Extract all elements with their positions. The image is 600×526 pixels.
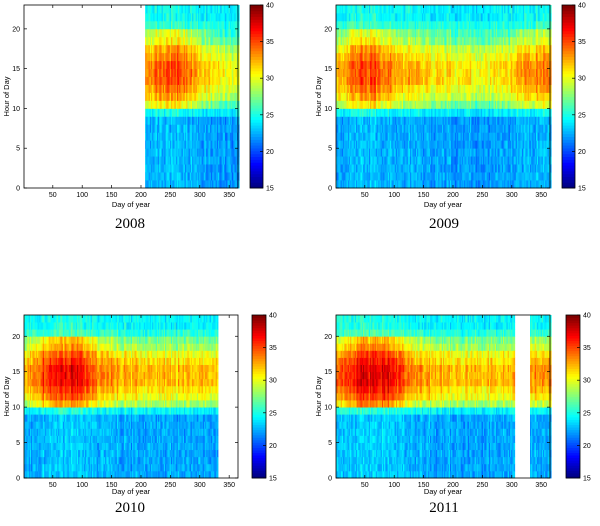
colorbar-segment: [250, 42, 263, 45]
colorbar-segment: [250, 82, 263, 85]
x-axis-label: Day of year: [112, 200, 151, 209]
y-tick-label: 0: [16, 186, 20, 193]
colorbar-segment: [250, 111, 263, 114]
colorbar-segment: [250, 8, 263, 11]
colorbar-segment: [250, 48, 263, 51]
colorbar-segment: [250, 39, 263, 42]
colorbar-segment: [250, 54, 263, 57]
colorbar-segment: [250, 5, 263, 8]
x-tick-label: 150: [106, 192, 118, 199]
colorbar-segment: [250, 119, 263, 122]
colorbar-segment: [250, 88, 263, 91]
colorbar-segment: [250, 117, 263, 120]
y-tick-label: 20: [12, 26, 20, 33]
colorbar-segment: [250, 91, 263, 94]
colorbar-segment: [250, 162, 263, 165]
colorbar-tick-label: 25: [266, 112, 274, 119]
x-tick-label: 350: [223, 192, 235, 199]
colorbar-segment: [250, 157, 263, 160]
colorbar-segment: [250, 51, 263, 54]
colorbar-segment: [250, 142, 263, 145]
colorbar-segment: [250, 128, 263, 131]
colorbar-segment: [250, 28, 263, 31]
colorbar-segment: [250, 179, 263, 182]
y-tick-label: 10: [12, 106, 20, 113]
colorbar-segment: [250, 62, 263, 65]
colorbar-segment: [250, 45, 263, 48]
colorbar-segment: [250, 59, 263, 62]
colorbar-segment: [250, 14, 263, 17]
heatmap-panel-2008: 50 100 150 200 250 300 350 0 5 10 15 20 Day of year H…: [2, 3, 274, 210]
colorbar-segment: [250, 65, 263, 68]
y-tick-label: 5: [16, 146, 20, 153]
colorbar-tick-label: 20: [266, 149, 274, 156]
colorbar-segment: [250, 125, 263, 128]
colorbar-segment: [250, 177, 263, 180]
x-tick-label: 100: [76, 192, 88, 199]
colorbar-segment: [250, 16, 263, 19]
colorbar-segment: [250, 165, 263, 168]
colorbar-segment: [250, 56, 263, 59]
colorbar-segment: [250, 68, 263, 71]
colorbar-segment: [250, 105, 263, 108]
colorbar-segment: [250, 19, 263, 22]
colorbar-segment: [250, 134, 263, 137]
colorbar-segment: [250, 97, 263, 100]
colorbar-segment: [250, 25, 263, 28]
x-tick-label: 50: [49, 192, 57, 199]
colorbar-tick-label: 30: [266, 76, 274, 83]
colorbar-segment: [250, 159, 263, 162]
colorbar-segment: [250, 99, 263, 102]
heatmap-cells: [145, 5, 239, 188]
colorbar-segment: [250, 182, 263, 185]
colorbar-segment: [250, 79, 263, 82]
colorbar-segment: [250, 139, 263, 142]
colorbar-segment: [250, 148, 263, 151]
colorbar-segment: [250, 36, 263, 39]
y-axis-label: Hour of Day: [2, 76, 11, 116]
colorbar-segment: [250, 131, 263, 134]
x-tick-label: 200: [135, 192, 147, 199]
colorbar-segment: [250, 22, 263, 25]
colorbar-segment: [250, 145, 263, 148]
colorbar-segment: [250, 85, 263, 88]
colorbar-segment: [250, 34, 263, 37]
colorbar-segment: [250, 102, 263, 105]
colorbar-tick-label: 40: [266, 3, 274, 10]
colorbar-segment: [250, 94, 263, 97]
colorbar-segment: [250, 174, 263, 177]
colorbar-tick-label: 35: [266, 39, 274, 46]
colorbar-segment: [250, 137, 263, 140]
colorbar-segment: [250, 114, 263, 117]
x-tick-label: 300: [194, 192, 206, 199]
y-tick-label: 15: [12, 66, 20, 73]
colorbar-segment: [250, 71, 263, 74]
colorbar-tick-label: 15: [266, 186, 274, 193]
colorbar-segment: [250, 108, 263, 111]
x-tick-label: 250: [165, 192, 177, 199]
colorbar-segment: [250, 74, 263, 77]
colorbar-segment: [250, 11, 263, 14]
colorbar: 15 20 25 30 35 40: [250, 3, 274, 193]
colorbar-segment: [250, 171, 263, 174]
colorbar-segment: [250, 154, 263, 157]
heatmap-cells: [336, 5, 552, 188]
